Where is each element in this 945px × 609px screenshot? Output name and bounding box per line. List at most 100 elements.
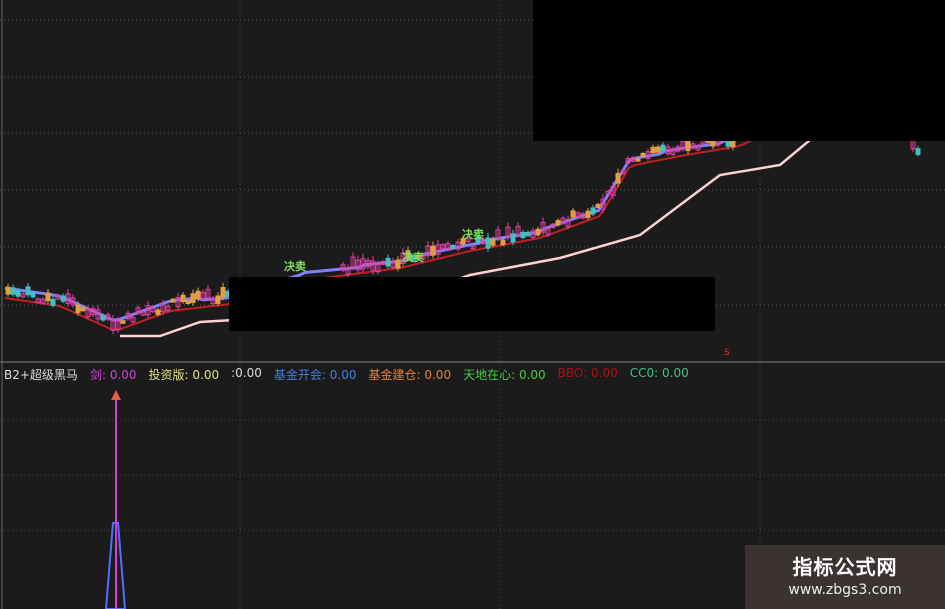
candle-body (90, 308, 96, 316)
candle-body (450, 244, 456, 249)
candle-body (635, 158, 641, 162)
candle-body (510, 233, 516, 243)
candle-body (355, 259, 361, 271)
candle-body (165, 305, 171, 311)
candle-body (70, 297, 76, 306)
candle-body (120, 320, 126, 324)
candle-body (385, 257, 391, 267)
candle-body (570, 210, 576, 218)
candle-body (475, 236, 481, 244)
candle-body (495, 229, 501, 239)
candle-body (410, 254, 416, 261)
candle-body (160, 303, 166, 313)
candle-body (395, 259, 401, 269)
candle-body (430, 245, 436, 256)
arrow-up-icon (111, 390, 121, 400)
candle-body (375, 263, 381, 273)
watermark-title: 指标公式网 (792, 555, 898, 579)
candle-body (620, 170, 626, 175)
candle-body (675, 146, 681, 152)
candle-body (30, 292, 36, 298)
candle-body (110, 319, 116, 331)
legend-item-5: 天地在心: 0.00 (463, 368, 546, 382)
candle-body (145, 305, 151, 316)
candle-body (195, 290, 201, 300)
candle-body (425, 245, 431, 257)
candle-body (465, 237, 471, 243)
candle-body (650, 146, 656, 154)
candle-body (205, 288, 211, 299)
candle-body (615, 172, 621, 184)
candle-body (610, 185, 616, 197)
candle-body (690, 143, 696, 149)
candle-body (520, 231, 526, 239)
candle-body (105, 314, 111, 320)
watermark-url: www.zbgs3.com (788, 582, 902, 598)
candle-body (470, 245, 476, 250)
candle-body (150, 307, 156, 313)
ma-red-line (4, 116, 798, 332)
candle-body (100, 315, 106, 321)
legend-item-1: 投资版: 0.00 (148, 368, 220, 382)
candle-body (575, 212, 581, 218)
candle-body (370, 260, 376, 272)
candle-body (345, 267, 351, 275)
candle-body (390, 260, 396, 268)
candle-body (220, 287, 226, 298)
candle-body (170, 298, 176, 303)
legend-item-7: CC0: 0.00 (629, 366, 689, 380)
candle-body (115, 320, 121, 331)
candle-body (190, 293, 196, 303)
candle-body (215, 295, 221, 304)
candle-body (85, 308, 91, 317)
candle-body (135, 307, 141, 314)
candle-body (440, 244, 446, 249)
candle-body (545, 228, 551, 236)
legend-item-2: :0.00 (231, 366, 262, 380)
candle-body (625, 157, 631, 164)
legend-item-3: 基金开会: 0.00 (273, 368, 357, 382)
legend-item-6: BBO: 0.00 (557, 366, 618, 380)
candle-body (500, 239, 506, 246)
signal-label: 决卖 (462, 228, 484, 241)
candle-body (95, 309, 101, 320)
candle-body (405, 250, 411, 260)
signal-label: 决卖 (284, 260, 306, 273)
candle-body (210, 298, 216, 305)
candle-body (50, 298, 56, 306)
candle-body (340, 264, 346, 271)
candle-body (640, 153, 646, 157)
candle-body (645, 151, 651, 159)
candle-body (655, 146, 661, 153)
candle-body (365, 260, 371, 268)
candle-body (80, 307, 86, 312)
candle-body (455, 241, 461, 250)
candle-body (530, 230, 536, 238)
candle-body (595, 203, 601, 209)
candle-body (55, 294, 61, 300)
candle-body (480, 238, 486, 245)
candle-body (25, 286, 31, 296)
candle-body (420, 254, 426, 260)
candle-body (435, 244, 441, 255)
candle-body (915, 148, 921, 155)
candle-body (400, 252, 406, 265)
candle-body (550, 223, 556, 228)
candle-body (555, 220, 561, 226)
candle-body (75, 304, 81, 314)
candle-body (680, 141, 686, 150)
candle-body (590, 207, 596, 215)
candle-body (65, 293, 71, 304)
candle-body (695, 145, 701, 151)
legend-item-0: 剑: 0.00 (89, 368, 137, 382)
candle-body (660, 144, 666, 152)
candle-body (185, 300, 191, 305)
candle-body (540, 221, 546, 233)
candle-body (40, 298, 46, 304)
candle-body (525, 231, 531, 237)
candle-body (600, 198, 606, 210)
candle-body (415, 255, 421, 259)
redacted-area (533, 0, 945, 141)
